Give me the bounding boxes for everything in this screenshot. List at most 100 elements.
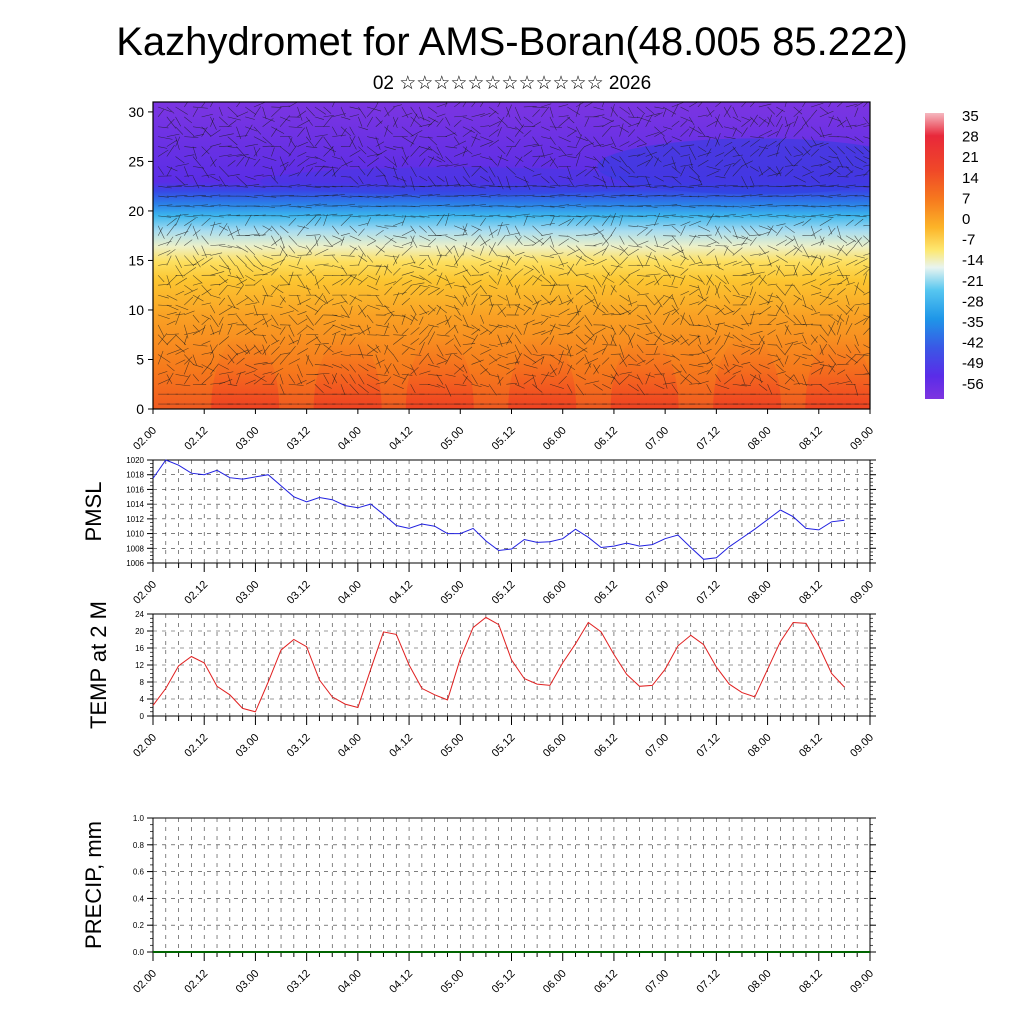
wind-vector <box>854 136 864 144</box>
wind-vector <box>480 112 491 118</box>
wind-vector <box>506 106 511 118</box>
wind-vector <box>567 263 575 276</box>
wind-vector <box>854 215 867 218</box>
x-tick-label: 09.00 <box>848 732 876 760</box>
wind-vector <box>706 215 721 218</box>
wind-vector <box>758 203 773 207</box>
wind-vector <box>323 115 333 127</box>
wind-vector <box>584 232 599 236</box>
wind-vector <box>750 312 762 316</box>
wind-vector <box>828 116 842 122</box>
wind-vector <box>793 294 803 301</box>
wind-vector <box>636 322 651 326</box>
wind-vector <box>793 215 805 218</box>
wind-vector <box>201 288 212 296</box>
wind-vector <box>706 324 717 332</box>
wind-vector <box>723 334 734 339</box>
wind-vector <box>314 165 325 177</box>
wind-vector <box>680 164 694 167</box>
wind-vector <box>619 116 632 126</box>
wind-vector <box>236 275 244 286</box>
wind-vector <box>784 185 798 187</box>
wind-vector <box>515 213 530 217</box>
wind-vector <box>715 374 721 382</box>
wind-vector <box>793 204 809 207</box>
wind-vector <box>192 344 208 347</box>
wind-vector <box>166 274 178 286</box>
wind-vector <box>706 248 715 256</box>
wind-vector <box>784 274 798 276</box>
y-tick-label: 1020 <box>126 456 144 465</box>
wind-vector <box>279 235 285 249</box>
wind-vector <box>628 354 637 363</box>
wind-vector <box>776 321 788 326</box>
wind-vector <box>767 384 773 395</box>
wind-vector <box>697 255 703 265</box>
wind-vector <box>393 235 407 239</box>
wind-vector <box>157 109 165 118</box>
wind-vector <box>453 324 459 334</box>
wind-vector <box>245 176 256 180</box>
wind-vector <box>279 225 289 234</box>
wind-vector <box>175 195 188 197</box>
wind-vector <box>471 279 482 286</box>
wind-vector <box>610 364 619 377</box>
wind-vector <box>480 348 492 355</box>
wind-vector <box>375 334 390 337</box>
wind-vector <box>244 255 255 267</box>
wind-vector <box>802 364 812 367</box>
wind-vector <box>619 106 631 115</box>
wind-vector <box>445 304 460 310</box>
wind-vector <box>427 364 440 368</box>
wind-vector <box>323 324 335 335</box>
wind-vector <box>732 205 742 208</box>
wind-vector <box>384 255 399 258</box>
wind-vector <box>854 334 859 347</box>
wind-vector <box>715 344 724 355</box>
wind-vector <box>462 324 475 329</box>
wind-vector <box>410 282 425 286</box>
wind-vector <box>645 131 660 137</box>
wind-vector <box>532 225 543 236</box>
wind-vector <box>845 124 857 128</box>
wind-vector <box>715 307 725 316</box>
wind-vector <box>349 225 357 233</box>
wind-vector <box>749 274 761 286</box>
wind-vector <box>636 227 648 236</box>
wind-vector <box>419 304 428 315</box>
wind-vector <box>218 176 227 188</box>
wind-vector <box>750 136 765 139</box>
wind-vector <box>628 176 639 178</box>
wind-vector <box>245 126 258 132</box>
wind-vector <box>245 302 258 306</box>
wind-vector <box>462 129 473 137</box>
x-tick-label: 06.12 <box>592 968 620 996</box>
wind-vector <box>297 348 309 355</box>
wind-vector <box>619 324 628 336</box>
wind-vector <box>723 332 731 345</box>
wind-vector <box>802 295 807 308</box>
wind-vector <box>340 203 356 207</box>
wind-vector <box>279 115 290 127</box>
wind-vector <box>715 225 723 239</box>
wind-vector <box>218 223 228 236</box>
wind-vector <box>297 318 308 326</box>
wind-vector <box>523 255 534 259</box>
wind-vector <box>218 306 232 316</box>
wind-vector <box>480 235 487 246</box>
wind-vector <box>210 252 223 256</box>
x-tick-label: 02.00 <box>131 579 159 607</box>
wind-vector <box>776 166 782 177</box>
warm-plume-5 <box>713 334 782 409</box>
wind-vector <box>506 166 516 175</box>
wind-vector <box>593 166 600 177</box>
wind-vector <box>793 323 805 326</box>
wind-vector <box>776 166 784 177</box>
wind-vector <box>671 120 680 127</box>
wind-vector <box>610 245 624 251</box>
wind-vector <box>454 150 468 157</box>
wind-vector <box>767 314 778 316</box>
wind-vector <box>549 146 561 151</box>
wind-vector <box>793 116 799 127</box>
wind-vector <box>384 176 389 185</box>
